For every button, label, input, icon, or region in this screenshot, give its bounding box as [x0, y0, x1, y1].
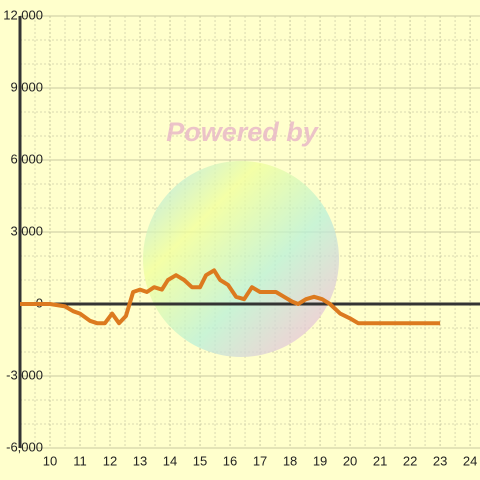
watermark-logo	[143, 161, 339, 357]
x-tick-label: 14	[163, 453, 177, 468]
x-tick-label: 18	[283, 453, 297, 468]
x-tick-label: 17	[253, 453, 267, 468]
x-tick-label: 23	[433, 453, 447, 468]
x-tick-label: 16	[223, 453, 237, 468]
x-tick-label: 10	[43, 453, 57, 468]
y-tick-label: 3,000	[10, 223, 43, 238]
x-tick-label: 12	[103, 453, 117, 468]
x-tick-label: 24	[463, 453, 477, 468]
x-tick-label: 15	[193, 453, 207, 468]
x-tick-label: 13	[133, 453, 147, 468]
x-tick-label: 22	[403, 453, 417, 468]
x-tick-label: 11	[73, 453, 87, 468]
data-line	[20, 268, 441, 326]
y-tick-label: 6,000	[10, 151, 43, 166]
x-tick-label: 20	[343, 453, 357, 468]
y-tick-label: 9,000	[10, 79, 43, 94]
watermark-text: Powered by	[166, 117, 320, 147]
y-tick-label: 12,000	[3, 7, 43, 22]
x-tick-label: 21	[373, 453, 387, 468]
y-tick-label: -3,000	[6, 367, 43, 382]
x-tick-label: 19	[313, 453, 327, 468]
plot: -6,000-3,00003,0006,0009,00012,000101112…	[3, 7, 480, 468]
y-tick-label: -6,000	[6, 439, 43, 454]
